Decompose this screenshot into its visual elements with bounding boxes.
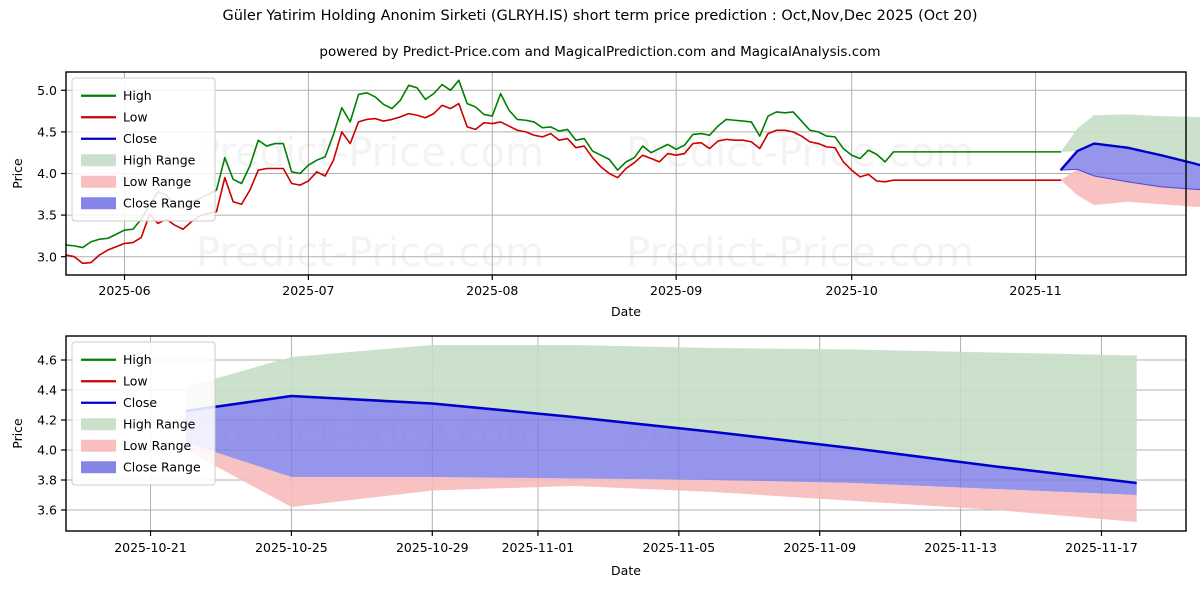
legend-patch-swatch (81, 461, 116, 474)
y-axis-tick-label: 4.0 (37, 166, 57, 181)
overview-chart-svg: Predict-Price.com Predict-Price.com Predic… (10, 71, 1200, 316)
y-axis-tick-label: 5.0 (37, 83, 57, 98)
legend-item-label: Low Range (123, 174, 192, 189)
legend-item-high-range[interactable]: High Range (81, 417, 196, 432)
close-range-band (185, 396, 1137, 495)
high-price-line (65, 79, 1062, 249)
x-axis-tick-label: 2025-10-25 (255, 540, 328, 555)
legend-patch-swatch (81, 418, 116, 431)
legend-item-high[interactable]: High (81, 88, 152, 103)
x-axis-tick-label: 2025-10-21 (114, 540, 187, 555)
watermark: Predict-Price.com (196, 230, 544, 276)
plot-frame (65, 335, 1187, 532)
legend-item-label: Low Range (123, 438, 192, 453)
chart-legend: High Low Close High Range Low Range Close Ran… (71, 77, 216, 222)
legend-item-low-range[interactable]: Low Range (81, 438, 192, 453)
forecast-detail-chart-svg: Predict-Price.comPredict-Price.com3.63.8… (10, 335, 1187, 578)
axis-ticks: 3.6 3.8 4.0 4.2 4.4 4.6 2025-10-21 2025-10-25 20… (37, 353, 1138, 555)
x-axis-tick-label: 2025-11-09 (783, 540, 856, 555)
legend-item-close[interactable]: Close (81, 395, 157, 410)
y-axis-tick-label: 4.2 (37, 413, 57, 428)
x-axis-title: Date (611, 304, 641, 316)
page-title: Güler Yatirim Holding Anonim Sirketi (GL… (222, 8, 978, 24)
y-axis-tick-label: 4.0 (37, 443, 57, 458)
overview-chart-panel: Predict-Price.com Predict-Price.com Predic… (0, 66, 1200, 316)
legend-patch-swatch (81, 175, 116, 188)
legend-item-label: Low (123, 374, 148, 389)
x-axis-tick-label: 2025-07 (282, 283, 334, 298)
legend-item-label: High (123, 352, 152, 367)
close-prediction-line (1059, 142, 1200, 171)
legend-item-label: High Range (123, 417, 196, 432)
x-axis-tick-label: 2025-09 (650, 283, 702, 298)
x-axis-tick-label: 2025-11 (1009, 283, 1061, 298)
high-range-band (185, 345, 1137, 483)
watermark: Predict-Price.com (626, 130, 974, 176)
legend-item-high[interactable]: High (81, 352, 152, 367)
y-axis-tick-label: 4.5 (37, 125, 57, 140)
x-axis-title: Date (611, 563, 641, 578)
legend-patch-swatch (81, 154, 116, 167)
legend-item-label: High (123, 88, 152, 103)
y-axis-tick-label: 4.4 (37, 383, 57, 398)
high-range-band (1060, 114, 1200, 166)
x-axis-tick-label: 2025-11-05 (643, 540, 716, 555)
legend-item-label: Close (123, 395, 157, 410)
close-prediction-lower-line (1060, 168, 1200, 191)
y-axis-title: Price (10, 158, 25, 189)
x-axis-tick-label: 2025-06 (98, 283, 150, 298)
x-axis-tick-label: 2025-11-17 (1065, 540, 1138, 555)
legend-patch-swatch (81, 439, 116, 452)
x-axis-tick-label: 2025-08 (466, 283, 518, 298)
legend-item-label: High Range (123, 153, 196, 168)
watermark: Predict-Price.com (626, 230, 974, 276)
legend-item-label: Close Range (123, 460, 201, 475)
x-axis-tick-label: 2025-11-13 (924, 540, 997, 555)
low-price-line (65, 102, 1062, 265)
legend-item-label: Close (123, 131, 157, 146)
legend-item-close-range[interactable]: Close Range (81, 460, 201, 475)
legend-item-close[interactable]: Close (81, 131, 157, 146)
low-range-band (185, 442, 1137, 522)
x-axis-tick-label: 2025-10 (826, 283, 878, 298)
legend-item-close-range[interactable]: Close Range (81, 196, 201, 211)
legend-item-low[interactable]: Low (81, 110, 148, 125)
axis-ticks: 3.0 3.5 4.0 4.5 5.0 2025-06 2025-07 2025-08 2025… (37, 83, 1062, 298)
close-range-band (1060, 143, 1200, 190)
y-axis-tick-label: 3.8 (37, 473, 57, 488)
y-axis-tick-label: 3.5 (37, 208, 57, 223)
chart-legend: High Low Close High Range Low Range Close Ran… (71, 341, 216, 486)
legend-item-label: Close Range (123, 196, 201, 211)
x-axis-tick-label: 2025-11-01 (502, 540, 575, 555)
close-prediction-line (185, 394, 1137, 485)
y-axis-tick-label: 3.0 (37, 249, 57, 264)
legend-item-high-range[interactable]: High Range (81, 153, 196, 168)
legend-patch-swatch (81, 197, 116, 210)
legend-item-low-range[interactable]: Low Range (81, 174, 192, 189)
page-subtitle: powered by Predict-Price.com and Magical… (319, 44, 881, 60)
x-axis-tick-label: 2025-10-29 (396, 540, 469, 555)
forecast-detail-chart-panel: Predict-Price.comPredict-Price.com3.63.8… (0, 330, 1200, 600)
low-range-band (1060, 169, 1200, 208)
y-axis-tick-label: 4.6 (37, 353, 57, 368)
legend-item-label: Low (123, 110, 148, 125)
y-axis-title: Price (10, 418, 25, 449)
legend-item-low[interactable]: Low (81, 374, 148, 389)
y-axis-tick-label: 3.6 (37, 503, 57, 518)
